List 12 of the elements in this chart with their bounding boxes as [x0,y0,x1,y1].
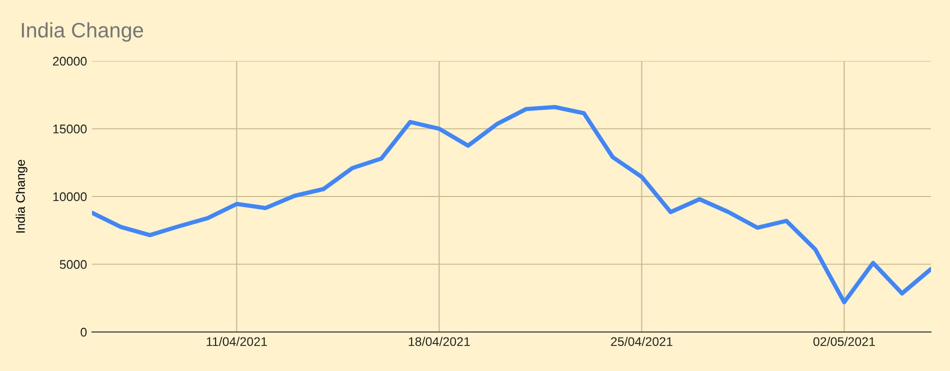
x-tick-label: 18/04/2021 [408,336,470,346]
y-tick-label: 15000 [53,124,87,134]
y-axis-title: India Change [16,160,28,233]
line-series [92,104,931,304]
chart-title: India Change [22,22,144,42]
x-tick-label: 25/04/2021 [611,336,672,346]
y-tick-label: 5000 [60,260,87,269]
y-tick-label: 10000 [53,192,87,202]
y-tick-label: 0 [80,328,87,337]
x-tick-label: 11/04/2021 [206,336,267,346]
x-tick-label: 02/05/2021 [813,336,875,346]
y-tick-label: 20000 [53,56,87,66]
